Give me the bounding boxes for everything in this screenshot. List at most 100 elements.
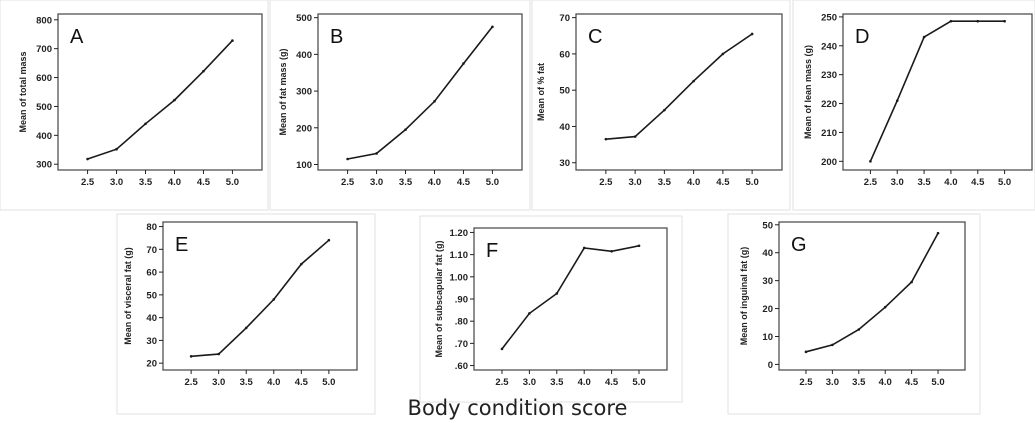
data-point-f xyxy=(500,347,504,351)
x-tick-label-b: 3.5 xyxy=(399,177,413,188)
panel-letter-g: G xyxy=(791,234,807,256)
y-tick-label-c: 30 xyxy=(559,158,570,169)
x-tick-label-e: 3.0 xyxy=(212,377,225,388)
panel-background-a xyxy=(0,0,269,211)
x-tick-label-d: 3.5 xyxy=(917,177,931,188)
y-tick-label-a: 300 xyxy=(36,160,52,171)
data-point-g xyxy=(804,350,808,354)
panel-background-e xyxy=(116,213,376,415)
panel-letter-c: C xyxy=(588,26,602,48)
y-tick-label-d: 220 xyxy=(821,99,837,110)
chart-panel-e: 20 30 40 50 60 70 80 2.5 3.0 3.5 4.0 4.5 5.0 Mean of … xyxy=(116,213,376,415)
x-tick-label-g: 3.5 xyxy=(852,377,866,388)
x-tick-label-e: 2.5 xyxy=(185,377,199,388)
y-tick-label-a: 600 xyxy=(36,73,52,84)
y-tick-label-d: 230 xyxy=(821,70,837,81)
x-tick-label-a: 3.0 xyxy=(110,177,123,188)
panel-letter-a: A xyxy=(70,26,84,48)
shared-x-axis-label: Body condition score xyxy=(407,396,628,420)
panel-background-d xyxy=(792,0,1035,211)
x-tick-label-f: 5.0 xyxy=(632,377,645,388)
data-point-d xyxy=(976,19,980,23)
y-tick-label-e: 80 xyxy=(146,222,157,233)
y-tick-label-b: 400 xyxy=(296,50,312,61)
y-tick-label-e: 40 xyxy=(146,313,157,324)
y-tick-label-d: 210 xyxy=(821,128,837,139)
data-point-e xyxy=(217,352,220,356)
x-tick-label-a: 5.0 xyxy=(226,177,239,188)
data-point-e xyxy=(327,238,331,242)
y-tick-label-b: 500 xyxy=(296,13,312,24)
x-tick-label-e: 3.5 xyxy=(240,377,254,388)
panel-background-f xyxy=(419,215,683,403)
data-point-f xyxy=(555,292,559,295)
x-tick-label-e: 4.5 xyxy=(295,377,309,388)
y-tick-label-g: 20 xyxy=(762,304,773,315)
data-point-a xyxy=(231,39,234,42)
x-tick-label-c: 3.0 xyxy=(629,177,642,188)
y-tick-label-d: 200 xyxy=(821,157,837,168)
data-point-a xyxy=(144,122,147,126)
y-axis-label-d: Mean of lean mass (g) xyxy=(803,45,813,139)
series-line-d xyxy=(869,20,1005,162)
x-tick-label-c: 4.5 xyxy=(716,177,730,188)
data-point-b xyxy=(462,62,465,65)
x-tick-label-a: 4.0 xyxy=(168,177,181,188)
y-tick-label-f: 1.00 xyxy=(450,272,469,283)
panel-background-c xyxy=(531,0,791,211)
x-tick-label-d: 4.5 xyxy=(971,177,985,188)
data-point-f xyxy=(528,312,531,315)
chart-panel-d: 200 210 220 230 240 250 2.5 3.0 3.5 4.0 4.5 5.0 Mean… xyxy=(792,0,1035,211)
data-point-e xyxy=(272,298,276,301)
data-point-c xyxy=(750,32,754,36)
data-point-c xyxy=(633,135,637,138)
panel-letter-f: F xyxy=(486,240,498,262)
series-line-c xyxy=(605,33,753,140)
y-axis-label-e: Mean of visceral fat (g) xyxy=(123,247,133,345)
data-point-b xyxy=(375,152,378,155)
data-point-g xyxy=(936,231,940,235)
x-tick-label-f: 4.0 xyxy=(578,377,591,388)
y-tick-label-b: 200 xyxy=(296,123,312,134)
data-point-e xyxy=(189,355,193,358)
y-tick-label-e: 20 xyxy=(146,359,157,370)
data-point-g xyxy=(831,343,834,347)
x-tick-label-c: 5.0 xyxy=(746,177,759,188)
y-tick-label-f: 1.20 xyxy=(450,228,469,239)
data-point-a xyxy=(173,98,176,102)
y-tick-label-c: 70 xyxy=(559,13,570,24)
y-tick-label-c: 50 xyxy=(559,86,570,97)
y-tick-label-a: 700 xyxy=(36,44,52,55)
y-tick-label-a: 500 xyxy=(36,102,52,113)
data-point-f xyxy=(637,244,641,248)
y-tick-label-g: 30 xyxy=(762,276,773,287)
y-tick-label-e: 50 xyxy=(146,290,157,301)
y-tick-label-f: 1.10 xyxy=(450,250,469,261)
x-tick-label-g: 2.5 xyxy=(799,377,813,388)
panel-background-g xyxy=(727,213,981,415)
data-point-e xyxy=(300,262,303,266)
data-point-b xyxy=(433,100,436,103)
x-tick-label-b: 5.0 xyxy=(486,177,499,188)
data-point-e xyxy=(244,326,248,330)
panel-letter-b: B xyxy=(330,26,343,48)
x-tick-label-c: 3.5 xyxy=(658,177,672,188)
x-tick-label-c: 2.5 xyxy=(599,177,613,188)
y-tick-label-f: .70 xyxy=(455,339,468,350)
data-point-c xyxy=(721,52,725,56)
chart-panel-c: 30 40 50 60 70 2.5 3.0 3.5 4.0 4.5 5.0 Mean of % fa… xyxy=(531,0,791,211)
data-point-a xyxy=(115,147,118,151)
panel-letter-d: D xyxy=(855,26,869,48)
data-point-a xyxy=(86,157,89,161)
data-point-d xyxy=(895,99,899,102)
x-tick-label-d: 3.0 xyxy=(891,177,904,188)
x-tick-label-a: 2.5 xyxy=(81,177,95,188)
data-point-c xyxy=(604,137,608,141)
data-point-b xyxy=(346,157,349,161)
x-tick-label-a: 4.5 xyxy=(197,177,211,188)
x-tick-label-g: 3.0 xyxy=(826,377,839,388)
x-tick-label-d: 2.5 xyxy=(864,177,878,188)
chart-panel-g: 0 10 20 30 40 50 2.5 3.0 3.5 4.0 4.5 5.0 Mean of ing… xyxy=(727,213,981,415)
data-point-a xyxy=(202,69,205,73)
x-tick-label-g: 4.5 xyxy=(905,377,919,388)
